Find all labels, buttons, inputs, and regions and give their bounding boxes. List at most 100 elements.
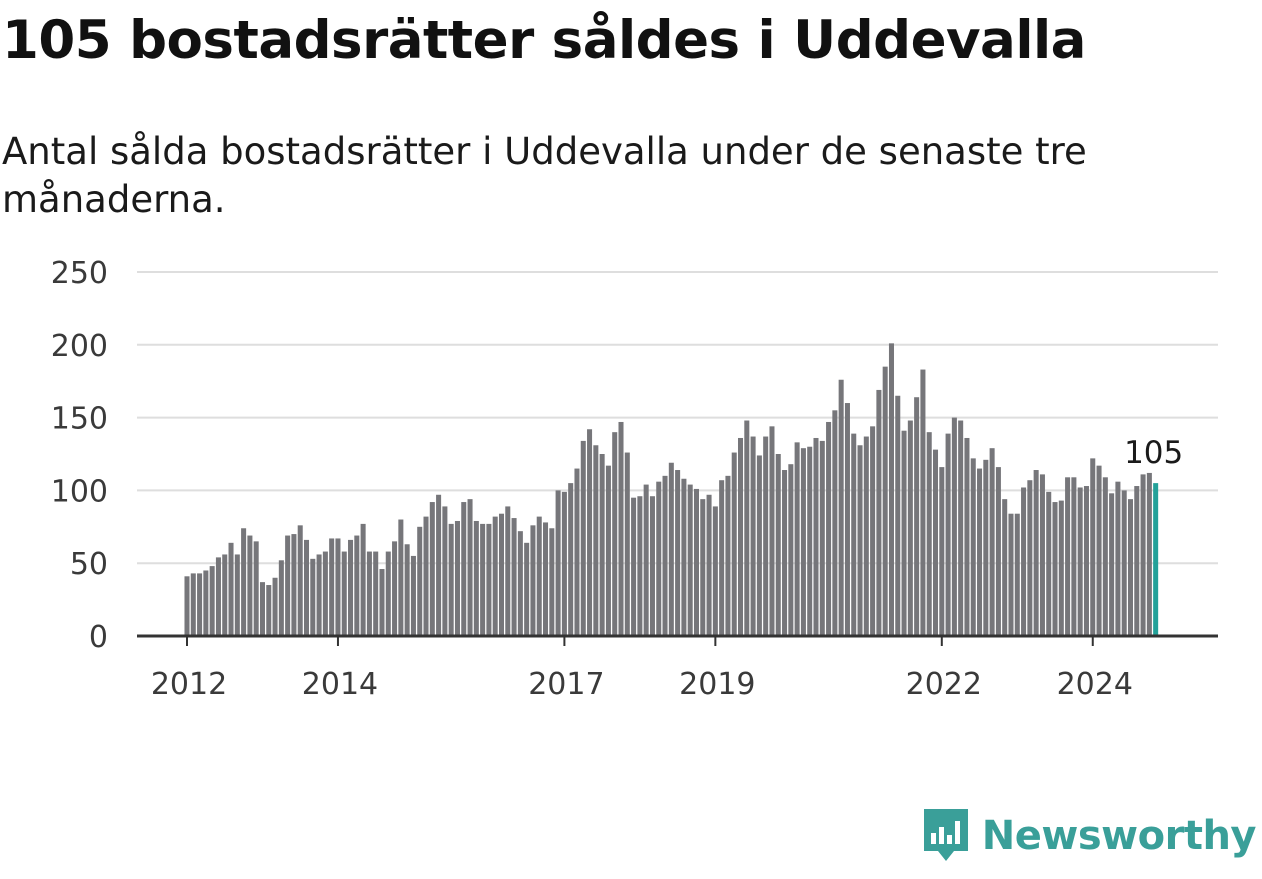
bar: [681, 478, 687, 636]
bar: [448, 523, 454, 636]
brand-name: Newsworthy: [981, 813, 1257, 859]
bar: [486, 523, 492, 636]
bar: [215, 557, 221, 636]
y-tick-label: 150: [51, 402, 108, 437]
bar: [429, 502, 435, 636]
bar: [473, 520, 479, 636]
bar: [354, 535, 360, 636]
bar: [1033, 470, 1039, 636]
bar: [712, 506, 718, 636]
bar: [1115, 481, 1121, 636]
bar: [442, 506, 448, 636]
latest-value-label: 105: [1124, 435, 1183, 471]
y-tick-label: 100: [51, 474, 108, 509]
bar: [838, 379, 844, 636]
bar: [819, 440, 825, 636]
bar: [423, 516, 429, 636]
bar: [612, 432, 618, 636]
bar: [983, 459, 989, 636]
bar: [549, 528, 555, 636]
bar: [687, 484, 693, 636]
bar: [1140, 474, 1146, 636]
y-tick-label: 250: [51, 256, 108, 291]
x-axis: 2012 2014 2017 2019 2022 2024: [137, 634, 1218, 702]
bar: [668, 462, 674, 636]
bar: [895, 395, 901, 636]
bar: [882, 366, 888, 636]
bar: [832, 410, 838, 636]
bar: [932, 449, 939, 636]
bar: [926, 432, 932, 636]
bar: [738, 437, 744, 636]
bar: [404, 544, 410, 636]
bar: [995, 467, 1001, 636]
bar: [410, 555, 416, 636]
bar: [498, 513, 505, 636]
bar: [675, 470, 681, 636]
bar: [1058, 500, 1064, 636]
bar: [756, 455, 762, 636]
bar-highlight: [1153, 483, 1159, 636]
bar: [851, 433, 857, 636]
bar: [662, 475, 668, 636]
bar: [555, 490, 561, 636]
bar: [700, 499, 706, 636]
bar: [568, 483, 574, 636]
bar: [1046, 491, 1052, 636]
bar: [637, 496, 643, 636]
bar: [807, 446, 813, 636]
bar: [769, 426, 775, 636]
y-tick-label: 50: [70, 547, 108, 582]
bar: [1002, 499, 1008, 636]
bar: [750, 436, 756, 636]
bar: [492, 516, 498, 636]
bar: [844, 403, 850, 636]
bar: [517, 531, 523, 636]
bar: [857, 445, 863, 636]
bar: [863, 436, 869, 636]
bar: [228, 542, 234, 636]
bar: [775, 454, 781, 636]
bar: [939, 467, 945, 636]
y-axis-labels: 0 50 100 150 200 250: [51, 256, 108, 655]
bar: [505, 506, 511, 636]
bar: [348, 539, 354, 636]
bar: [744, 420, 750, 636]
bar: [719, 480, 725, 636]
bar: [763, 436, 769, 636]
bar: [436, 494, 442, 636]
bar: [1077, 487, 1083, 636]
bars: [184, 343, 1159, 636]
bar: [1134, 486, 1140, 636]
bar: [706, 494, 712, 636]
y-tick-label: 0: [89, 620, 108, 655]
bar: [1039, 474, 1045, 636]
bar: [241, 528, 247, 636]
bar: [392, 541, 398, 636]
bar: [291, 534, 297, 636]
bar: [360, 523, 366, 636]
bar: [329, 538, 335, 636]
bar: [524, 542, 530, 636]
bar: [826, 421, 832, 636]
bar: [366, 551, 372, 636]
x-tick-label: 2012: [151, 667, 227, 702]
bar: [303, 539, 310, 636]
bar: [605, 465, 611, 636]
bar: [203, 570, 209, 636]
bar: [1096, 465, 1102, 636]
bar: [888, 343, 894, 636]
bar: [209, 566, 215, 636]
bar: [1090, 458, 1096, 636]
bar: [693, 488, 699, 636]
bar: [643, 484, 649, 636]
bar: [907, 420, 913, 636]
bar: [977, 468, 983, 636]
bar: [297, 525, 303, 636]
bar: [624, 452, 630, 636]
bar: [467, 499, 473, 636]
bar: [272, 577, 278, 636]
chart-subtitle: Antal sålda bostadsrätter i Uddevalla un…: [2, 130, 1087, 221]
bar: [914, 397, 920, 636]
bar: [266, 585, 272, 636]
